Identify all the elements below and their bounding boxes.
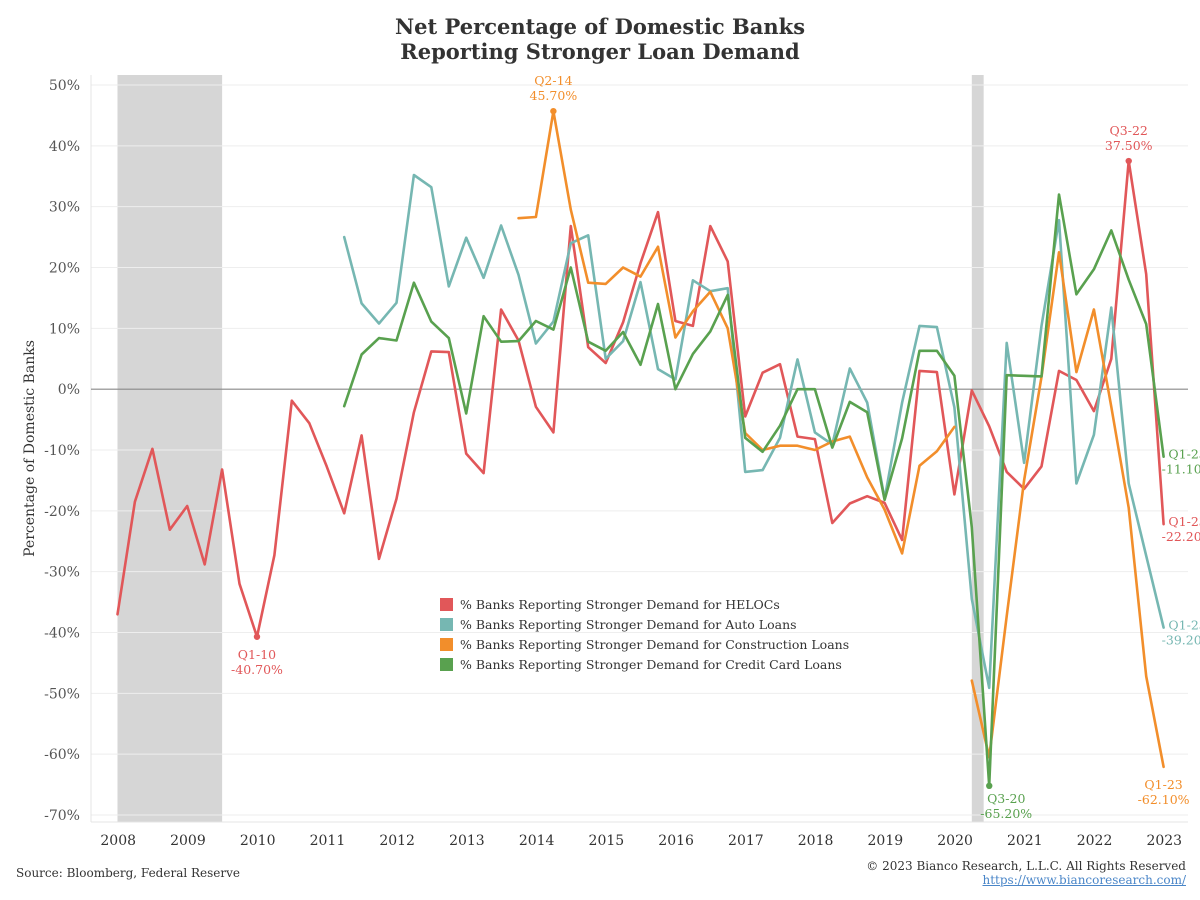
annotation-value: -11.10% — [1162, 462, 1200, 477]
source-note: Source: Bloomberg, Federal Reserve — [16, 866, 241, 880]
y-tick-label: 20% — [49, 261, 80, 277]
x-tick-label: 2017 — [728, 833, 764, 849]
recession-shading-2 — [971, 75, 984, 822]
x-tick-label: 2023 — [1146, 833, 1182, 849]
annotation-value: -22.20% — [1162, 529, 1200, 544]
legend-item-helocs[interactable]: % Banks Reporting Stronger Demand for HE… — [440, 594, 849, 614]
y-axis-label: Percentage of Domestic Banks — [22, 340, 38, 557]
y-tick-label: -70% — [44, 808, 80, 824]
legend-swatch-auto-loans — [440, 617, 453, 631]
website-link[interactable]: https://www.biancoresearch.com/ — [982, 873, 1186, 887]
annotation-label: Q1-23 — [1168, 618, 1200, 633]
series-line-3 — [517, 109, 1165, 769]
y-tick-label: -60% — [44, 747, 80, 763]
annotation-marker — [550, 107, 557, 115]
annotation-value: 45.70% — [530, 88, 578, 103]
annotation-marker — [1125, 157, 1132, 165]
credit-block: © 2023 Bianco Research, L.L.C. All Right… — [866, 859, 1186, 887]
chart-title-line-1: Net Percentage of Domestic Banks — [394, 14, 806, 39]
annotation-label: Q3-22 — [1110, 123, 1148, 138]
annotation-value: -40.70% — [231, 662, 283, 677]
legend-swatch-construction-loans — [440, 637, 453, 651]
x-tick-label: 2021 — [1007, 833, 1043, 849]
series-line-1 — [116, 159, 1165, 639]
x-tick-label: 2014 — [519, 833, 555, 849]
annotation-label: Q1-23 — [1168, 447, 1200, 462]
annotation-value: 37.50% — [1105, 138, 1153, 153]
y-tick-label: -10% — [44, 443, 80, 459]
legend-label-credit-card-loans: % Banks Reporting Stronger Demand for Cr… — [460, 656, 842, 672]
annotation-label: Q2-14 — [534, 73, 572, 88]
x-tick-label: 2019 — [868, 833, 904, 849]
annotation-label: Q1-23 — [1144, 777, 1182, 792]
copyright-text: © 2023 Bianco Research, L.L.C. All Right… — [866, 859, 1186, 873]
legend-item-auto-loans[interactable]: % Banks Reporting Stronger Demand for Au… — [440, 614, 849, 634]
annotation-marker — [986, 782, 993, 789]
y-tick-label: 30% — [49, 200, 80, 216]
chart-title: Net Percentage of Domestic Banks Reporti… — [0, 14, 1200, 64]
series-line-2 — [342, 173, 1165, 690]
y-tick-label: -30% — [44, 565, 80, 581]
x-tick-label: 2018 — [798, 833, 834, 849]
legend-swatch-helocs — [440, 597, 453, 611]
legend-label-auto-loans: % Banks Reporting Stronger Demand for Au… — [460, 616, 797, 632]
legend-label-helocs: % Banks Reporting Stronger Demand for HE… — [460, 596, 780, 612]
annotation-marker — [253, 633, 261, 640]
annotation-label: Q3-20 — [987, 791, 1025, 806]
x-tick-label: 2013 — [449, 833, 485, 849]
x-tick-label: 2015 — [589, 833, 625, 849]
x-tick-label: 2008 — [100, 833, 136, 849]
annotation-label: Q1-10 — [238, 647, 276, 662]
x-tick-label: 2009 — [170, 833, 206, 849]
chart-subtitle: Reporting Stronger Loan Demand — [400, 39, 800, 64]
annotation-value: -39.20% — [1162, 633, 1200, 648]
legend-label-construction-loans: % Banks Reporting Stronger Demand for Co… — [460, 636, 850, 652]
y-tick-label: -50% — [44, 686, 80, 702]
x-tick-label: 2011 — [310, 833, 346, 849]
y-tick-label: -20% — [44, 504, 80, 520]
legend-swatch-credit-card-loans — [440, 657, 453, 671]
y-tick-label: 10% — [49, 321, 80, 337]
legend-item-construction-loans[interactable]: % Banks Reporting Stronger Demand for Co… — [440, 634, 849, 654]
series-line-4 — [342, 193, 1165, 788]
x-tick-label: 2020 — [937, 833, 973, 849]
y-tick-label: 50% — [49, 78, 80, 94]
recession-shading-1 — [117, 75, 223, 822]
x-tick-label: 2016 — [658, 833, 694, 849]
legend-item-credit-card-loans[interactable]: % Banks Reporting Stronger Demand for Cr… — [440, 654, 849, 674]
chart-legend: % Banks Reporting Stronger Demand for HE… — [440, 594, 849, 674]
x-tick-label: 2010 — [240, 833, 276, 849]
y-tick-label: 0% — [58, 382, 80, 398]
x-tick-label: 2012 — [379, 833, 415, 849]
annotation-value: -65.20% — [980, 806, 1032, 821]
annotation-label: Q1-23 — [1168, 514, 1200, 529]
annotation-value: -62.10% — [1138, 792, 1190, 807]
y-tick-label: -40% — [44, 626, 80, 642]
x-tick-label: 2022 — [1077, 833, 1113, 849]
y-tick-label: 40% — [49, 139, 80, 155]
